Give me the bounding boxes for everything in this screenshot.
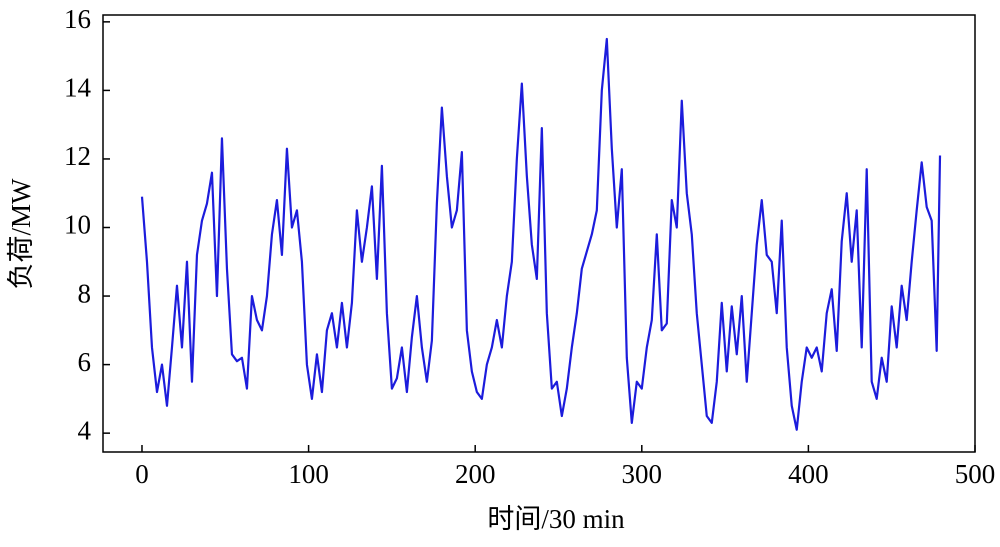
- y-tick-label: 6: [78, 347, 92, 377]
- x-axis-label: 时间/30 min: [487, 504, 625, 534]
- x-tick-label: 400: [788, 459, 829, 489]
- x-tick-label: 0: [135, 459, 149, 489]
- load-line: [140, 37, 942, 431]
- y-tick-label: 8: [78, 278, 92, 308]
- x-tick-label: 200: [455, 459, 496, 489]
- plot-frame: [102, 14, 976, 453]
- y-axis-label: 负荷/MW: [6, 178, 36, 290]
- y-tick-label: 16: [64, 4, 91, 34]
- y-tick-label: 10: [64, 210, 91, 240]
- x-tick-label: 100: [288, 459, 329, 489]
- x-tick-label: 500: [955, 459, 996, 489]
- x-tick-label: 300: [622, 459, 663, 489]
- y-tick-label: 4: [78, 415, 92, 445]
- y-tick-label: 14: [64, 73, 92, 103]
- y-tick-label: 12: [64, 141, 91, 171]
